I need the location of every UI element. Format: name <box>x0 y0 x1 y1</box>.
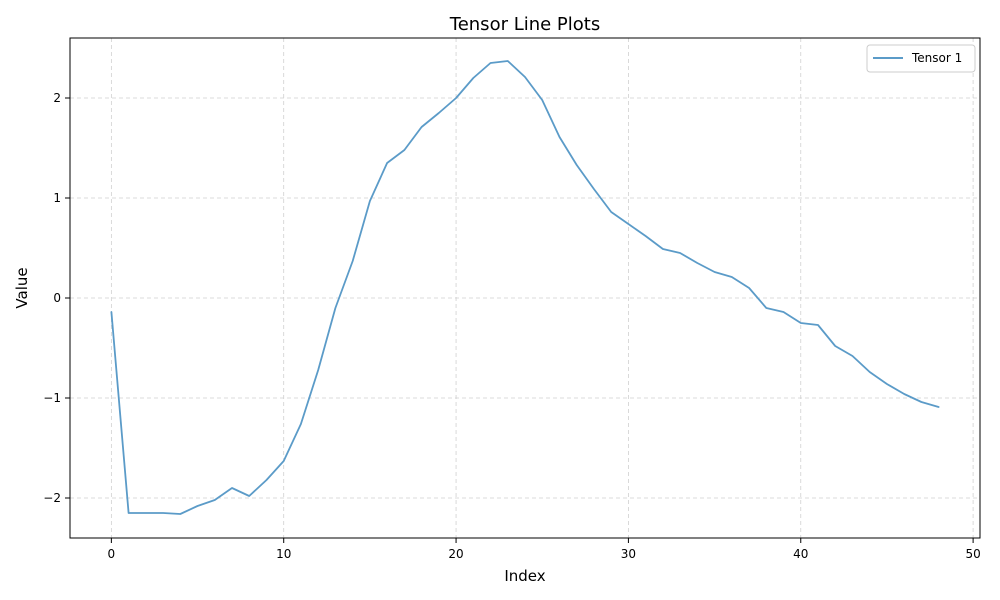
series-layer <box>110 60 940 515</box>
y-tick-label: −2 <box>43 491 61 505</box>
chart-title: Tensor Line Plots <box>449 14 600 35</box>
ticks: 0 10 20 30 40 50 −2 −1 0 1 2 <box>43 91 980 561</box>
x-tick-label: 0 <box>108 547 116 561</box>
y-tick-label: 1 <box>53 191 61 205</box>
x-tick-label: 50 <box>965 547 980 561</box>
y-axis-title: Value <box>13 267 31 308</box>
x-axis-title: Index <box>504 567 545 585</box>
grid <box>70 38 980 538</box>
y-tick-label: −1 <box>43 391 61 405</box>
legend-box <box>866 44 976 73</box>
x-tick-label: 10 <box>276 547 291 561</box>
y-tick-label: 2 <box>53 91 61 105</box>
plot-frame <box>69 37 981 539</box>
legend-label: Tensor 1 <box>911 51 962 65</box>
x-tick-label: 20 <box>448 547 463 561</box>
legend: Tensor 1 <box>866 44 976 73</box>
series-line-tensor-1 <box>110 60 940 515</box>
x-tick-label: 40 <box>793 547 808 561</box>
y-tick-label: 0 <box>53 291 61 305</box>
x-tick-label: 30 <box>621 547 636 561</box>
